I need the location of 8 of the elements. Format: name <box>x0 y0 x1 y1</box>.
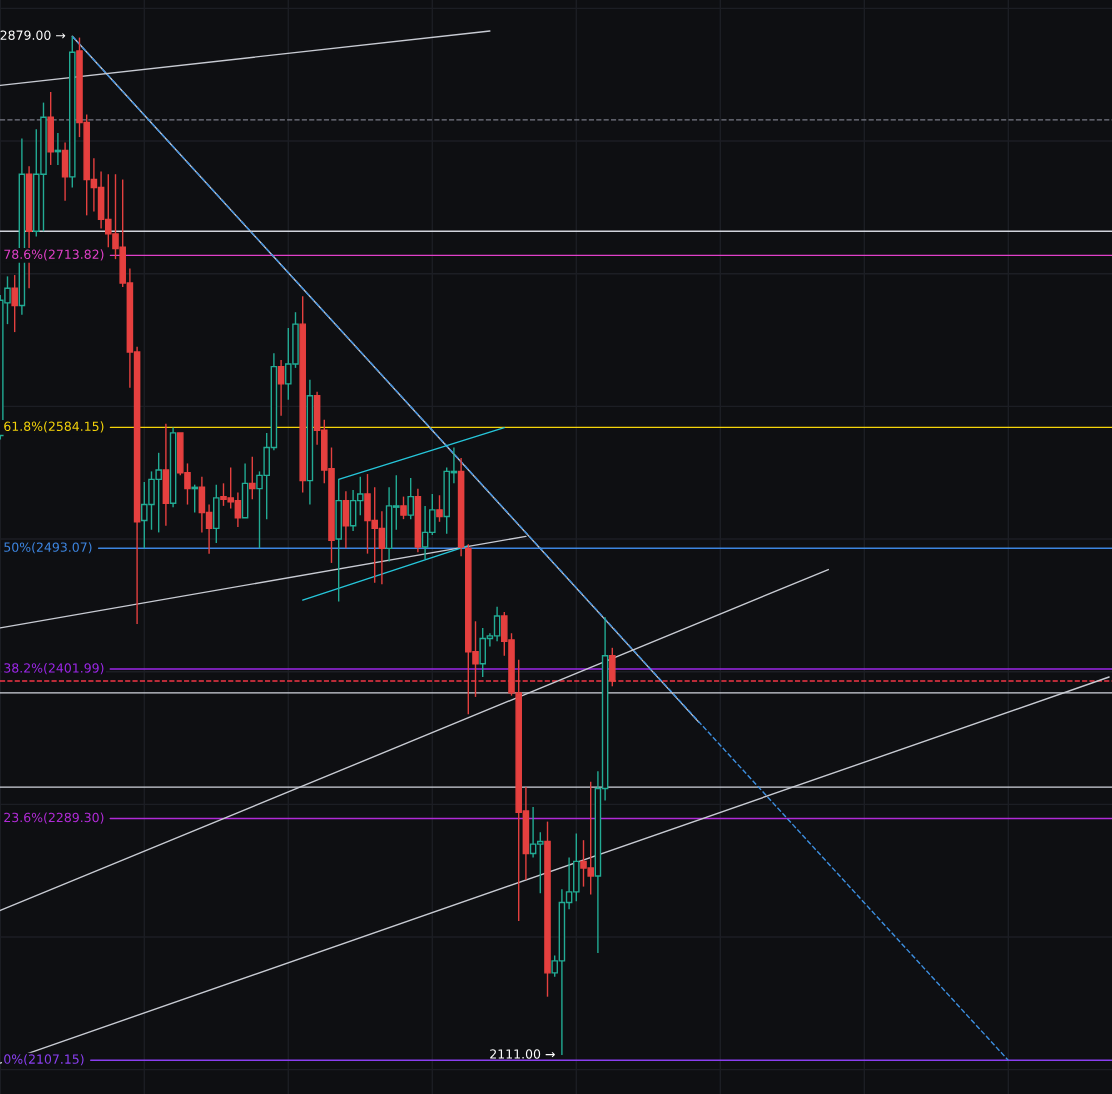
ref-line-label: 23.6%(2289.30) <box>4 812 104 824</box>
ref-line-label: 61.8%(2584.15) <box>4 421 104 433</box>
ref-line-label: 78.6%(2713.82) <box>4 249 104 261</box>
ref-line-label: 0%(2107.15) <box>4 1054 84 1066</box>
ref-line-label: 50%(2493.07) <box>4 542 92 554</box>
annotation: 2111.00 → <box>490 1049 555 1059</box>
annotation: 2879.00 → <box>0 30 66 40</box>
ref-line-label: 38.2%(2401.99) <box>4 663 104 675</box>
